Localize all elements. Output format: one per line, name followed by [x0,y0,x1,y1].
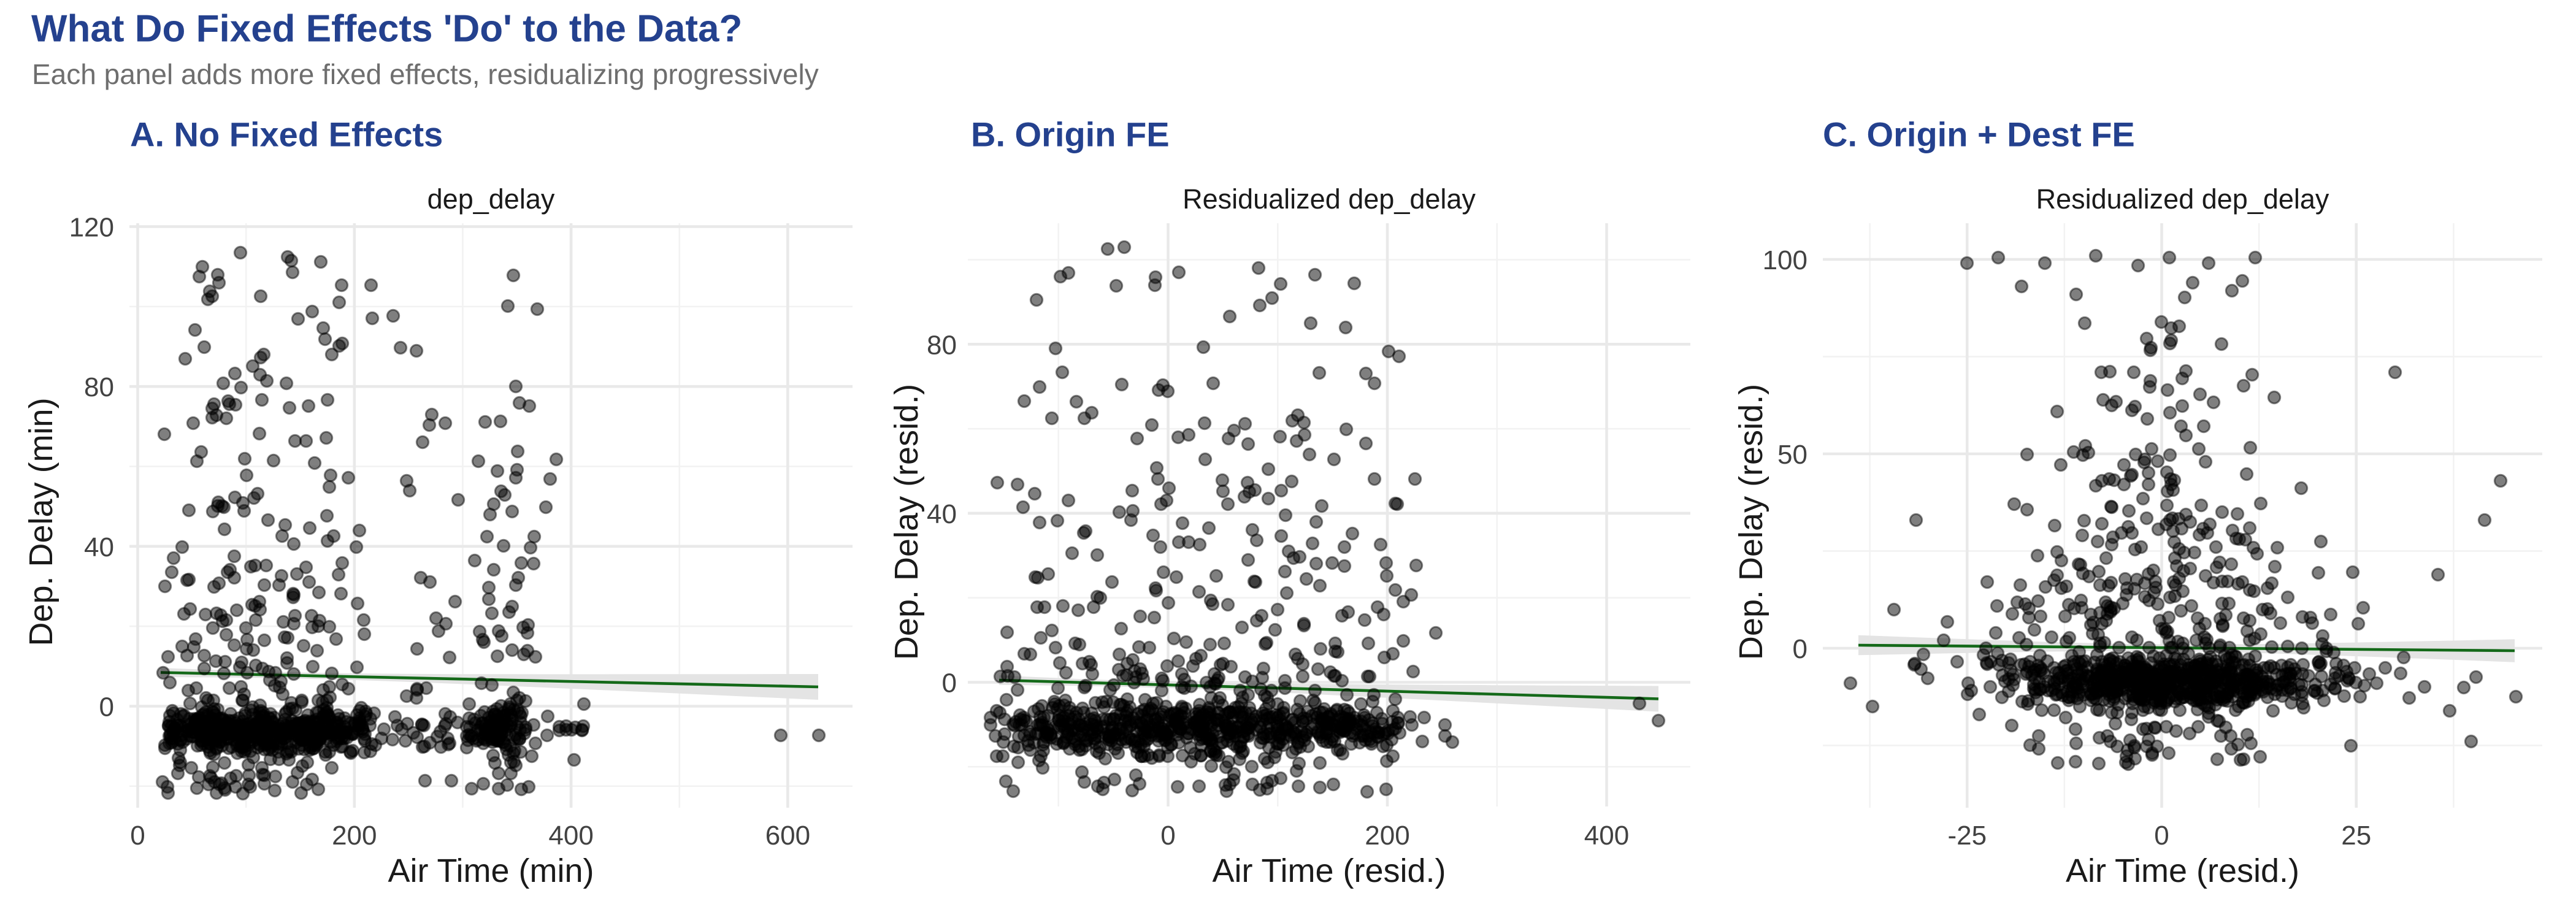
svg-text:50: 50 [1777,440,1807,470]
svg-text:Dep. Delay (resid.): Dep. Delay (resid.) [888,384,925,660]
svg-text:40: 40 [927,499,957,529]
svg-text:Each panel adds more fixed eff: Each panel adds more fixed effects, resi… [32,58,819,90]
svg-text:A. No Fixed Effects: A. No Fixed Effects [130,115,443,154]
svg-text:0: 0 [1793,634,1807,664]
svg-text:120: 120 [69,212,114,242]
svg-text:Air Time (min): Air Time (min) [388,852,594,889]
svg-text:40: 40 [84,532,114,562]
svg-text:B. Origin FE: B. Origin FE [971,115,1170,154]
svg-text:Dep. Delay (resid.): Dep. Delay (resid.) [1733,384,1769,660]
svg-text:80: 80 [927,330,957,360]
svg-text:25: 25 [2341,821,2371,851]
svg-text:0: 0 [942,668,957,699]
svg-text:0: 0 [2154,821,2169,851]
svg-text:Dep. Delay (min): Dep. Delay (min) [23,397,59,646]
svg-text:Residualized dep_delay: Residualized dep_delay [2036,183,2329,215]
svg-text:0: 0 [1160,821,1175,851]
svg-text:0: 0 [99,692,114,722]
svg-text:100: 100 [1763,245,1807,275]
svg-text:Air Time (resid.): Air Time (resid.) [1212,852,1446,889]
svg-text:Air Time (resid.): Air Time (resid.) [2066,852,2299,889]
svg-text:600: 600 [765,821,810,851]
svg-text:dep_delay: dep_delay [427,183,555,215]
svg-text:400: 400 [548,821,593,851]
svg-text:400: 400 [1584,821,1629,851]
svg-text:-25: -25 [1947,821,1987,851]
svg-text:80: 80 [84,372,114,402]
svg-text:Residualized dep_delay: Residualized dep_delay [1183,183,1476,215]
svg-text:200: 200 [332,821,377,851]
svg-text:0: 0 [130,821,145,851]
svg-text:What Do Fixed Effects 'Do' to: What Do Fixed Effects 'Do' to the Data? [31,8,742,50]
svg-text:200: 200 [1365,821,1409,851]
svg-text:C. Origin + Dest FE: C. Origin + Dest FE [1823,115,2135,154]
